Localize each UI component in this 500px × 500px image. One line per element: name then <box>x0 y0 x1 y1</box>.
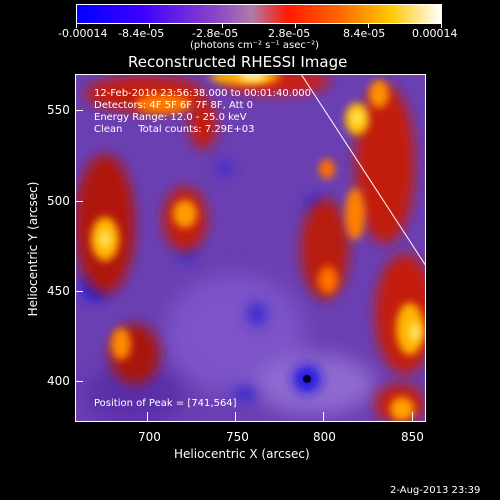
colorbar-tick-label: 0.00014 <box>412 27 458 40</box>
colorbar-units: (photons cm⁻² s⁻¹ asec⁻²) <box>190 40 320 51</box>
y-tick-label: 450 <box>47 284 70 298</box>
x-tick-label: 800 <box>313 430 336 444</box>
colorbar-tick-label: 2.8e-05 <box>268 27 311 40</box>
solar-limb-line <box>300 74 426 267</box>
colorbar-tick-label: 8.4e-05 <box>343 27 386 40</box>
colorbar-tick-label: -2.8e-05 <box>192 27 239 40</box>
colorbar-tick-label: -0.00014 <box>58 27 108 40</box>
y-tick-label: 500 <box>47 194 70 208</box>
x-tick-label: 850 <box>401 430 424 444</box>
info-energy-range: Energy Range: 12.0 - 25.0 keV <box>94 112 247 123</box>
colorbar <box>76 4 442 24</box>
x-tick-label: 700 <box>138 430 161 444</box>
info-detectors: Detectors: 4F 5F 6F 7F 8F, Att 0 <box>94 100 254 111</box>
image-plot <box>75 74 426 422</box>
x-axis-ticks <box>75 412 426 422</box>
colorbar-tick-marks <box>76 23 442 29</box>
info-time-range: 12-Feb-2010 23:56:38.000 to 00:01:40.000 <box>94 88 312 99</box>
y-axis-ticks <box>75 74 85 422</box>
y-tick-label: 550 <box>47 103 70 117</box>
colorbar-tick-label: -8.4e-05 <box>118 27 165 40</box>
info-method-counts: Clean Total counts: 7.29E+03 <box>94 124 255 135</box>
info-peak-position: Position of Peak = [741,564] <box>94 398 237 409</box>
x-tick-label: 750 <box>226 430 249 444</box>
y-axis-label: Heliocentric Y (arcsec) <box>26 181 40 317</box>
x-axis-label: Heliocentric X (arcsec) <box>174 447 310 461</box>
y-tick-label: 400 <box>47 374 70 388</box>
footer-date: 2-Aug-2013 23:39 <box>390 485 481 496</box>
plot-title: Reconstructed RHESSI Image <box>128 53 348 71</box>
